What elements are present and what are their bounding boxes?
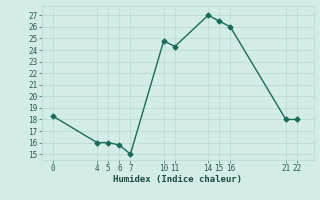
X-axis label: Humidex (Indice chaleur): Humidex (Indice chaleur) [113, 175, 242, 184]
